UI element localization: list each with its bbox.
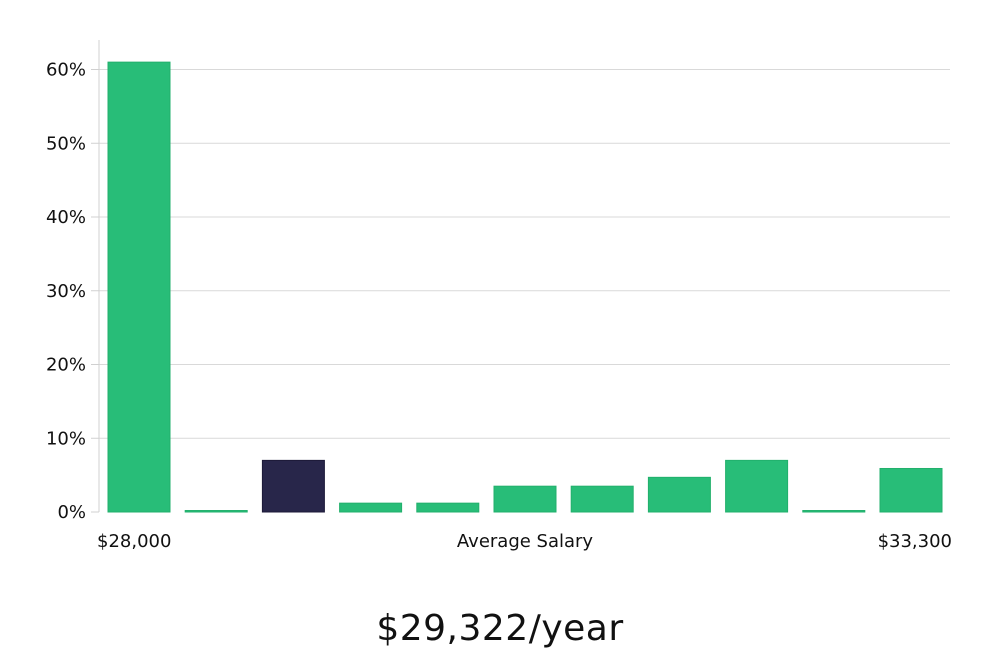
bars	[107, 61, 943, 513]
y-tick-label: 60%	[46, 60, 86, 81]
y-tick-label: 0%	[57, 502, 86, 523]
x-axis-min-label: $28,000	[97, 531, 171, 552]
bar	[416, 502, 480, 513]
bar	[184, 510, 248, 513]
bar	[802, 510, 866, 513]
bar	[647, 476, 711, 513]
y-axis-ticks: 0% 10% 20% 30% 40% 50% 60%	[46, 60, 99, 523]
x-axis-max-label: $33,300	[878, 531, 952, 552]
bar	[879, 467, 943, 513]
bar-highlighted	[261, 459, 325, 513]
y-tick-label: 30%	[46, 281, 86, 302]
bar	[339, 502, 403, 513]
salary-histogram: 0% 10% 20% 30% 40% 50% 60% $28,000 Average Sal…	[46, 40, 952, 552]
bar	[107, 61, 171, 513]
y-tick-label: 40%	[46, 207, 86, 228]
y-tick-label: 50%	[46, 133, 86, 154]
x-axis-title: Average Salary	[457, 531, 594, 552]
average-salary-value: $29,322/year	[376, 608, 624, 649]
grid-lines	[99, 69, 950, 439]
bar	[725, 459, 789, 513]
y-tick-label: 20%	[46, 355, 86, 376]
y-tick-label: 10%	[46, 428, 86, 449]
bar	[493, 485, 557, 513]
bar	[570, 485, 634, 513]
